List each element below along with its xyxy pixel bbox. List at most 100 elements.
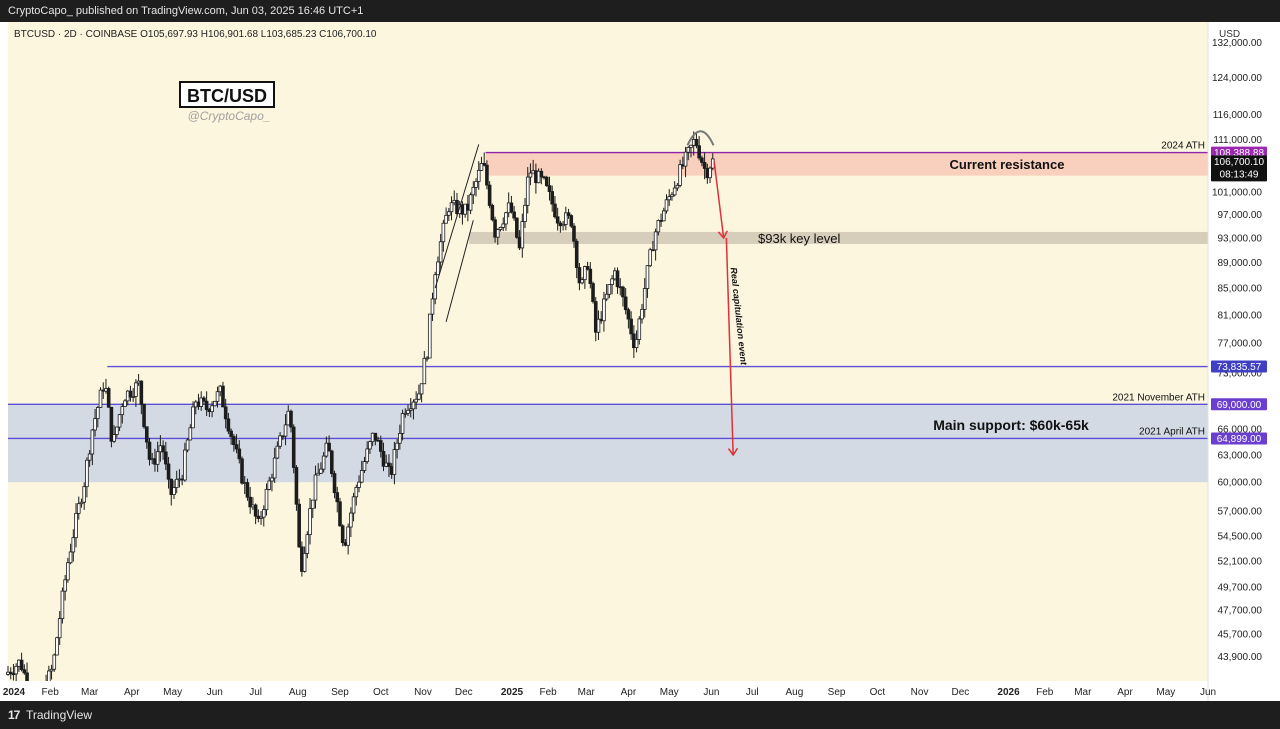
candle-body [555,216,560,224]
candle-body [327,442,331,452]
candle [653,228,658,261]
candle-body [498,227,503,231]
candle [430,292,435,321]
x-tick-label: May [660,687,679,698]
candle-body [683,151,688,167]
candle [302,546,307,573]
title-box-frame [179,81,275,108]
candle [702,152,707,180]
candle-body [476,169,481,182]
candle-body [634,339,639,349]
candle-body [583,266,587,281]
price-label-bg-2 [1211,360,1267,373]
candle-body [607,284,612,295]
candle [525,167,530,214]
candle [471,181,476,204]
candle-body [686,146,691,153]
candle-body [264,488,269,511]
candle-body [528,172,533,178]
candle [686,146,691,161]
candle-body [539,170,544,178]
x-tick-label: Jun [207,687,223,698]
symbol-legend[interactable]: BTCUSD · 2D · COINBASE O105,697.93 H106,… [14,29,377,40]
candle-body [22,669,27,674]
x-tick-label: Apr [124,687,140,698]
candle [98,387,103,408]
candle [708,166,712,184]
candle-body [349,512,353,528]
candle-body [237,448,242,460]
chart-frame[interactable]: Current resistance $93k key level Main sup… [0,22,1280,711]
candle [419,383,424,403]
candle-body [672,187,677,196]
candle [678,159,682,188]
candle [71,529,76,562]
candle [694,133,699,149]
candle [672,181,677,197]
candle-body [319,468,323,474]
x-tick-label: Jul [249,687,262,698]
price-label-text: 73,835.57 [1217,362,1262,373]
candle [664,194,669,214]
price-label-text: 108,388.88 [1214,148,1264,159]
candle [215,386,220,408]
tradingview-logo-icon[interactable]: 17 [8,708,20,722]
candle [109,406,114,448]
candle [566,208,571,219]
candle [90,428,95,466]
candle-body [289,410,293,428]
candle [602,291,606,332]
tradingview-brand[interactable]: TradingView [26,708,93,722]
candle [495,228,500,245]
candle-body [57,618,62,639]
candle-body [436,261,440,276]
candle-body [700,157,704,163]
zone-0 [485,152,1208,176]
candle-body [291,426,296,468]
candle-body [702,162,707,169]
candle [155,441,160,472]
candle [319,462,323,474]
candle-body [109,406,114,442]
candle-body [515,217,519,238]
candle-body [640,308,644,320]
candle-body [544,176,549,187]
candle [689,144,693,158]
publisher-bar: CryptoCapo_ published on TradingView.com… [0,0,1280,22]
candle [697,136,701,161]
candle-body [653,231,658,251]
candle [411,399,416,420]
candle [128,385,133,402]
candle-body [395,442,399,450]
author-handle: @CryptoCapo_ [188,109,271,123]
candle [417,384,421,401]
y-tick-label: 116,000.00 [1213,110,1263,121]
time-axis-background[interactable] [0,681,1208,701]
candle [240,456,244,485]
price-chart[interactable]: Current resistance $93k key level Main sup… [0,22,1280,711]
candle [172,480,176,499]
x-tick-label: Nov [911,687,929,698]
candle [332,470,337,499]
y-tick-label: 52,100.00 [1218,556,1263,567]
candle [115,426,119,438]
candle-body [213,400,217,407]
y-tick-label: 81,000.00 [1218,310,1263,321]
candle-body [629,318,633,335]
candle [425,355,429,362]
candle-body [574,240,579,268]
x-tick-label: 2024 [3,687,26,698]
candle-body [447,211,451,216]
candle [512,206,516,221]
candle-body [267,480,272,490]
candle-body [55,637,59,656]
y-tick-label: 93,000.00 [1218,233,1263,244]
x-tick-label: Feb [1036,687,1054,698]
x-tick-label: Feb [42,687,60,698]
candle [349,507,353,538]
candle-body [596,318,601,333]
y-tick-label: 57,000.00 [1218,506,1263,517]
candle-body [553,203,557,218]
candle [19,652,24,672]
candle [515,217,519,239]
